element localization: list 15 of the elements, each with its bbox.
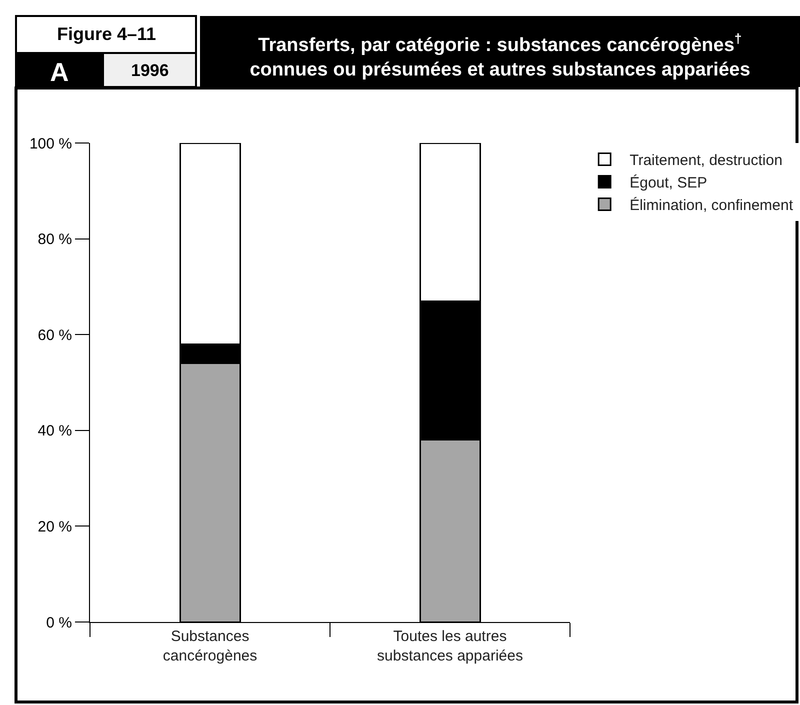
y-tick-label: 80 %	[38, 231, 72, 248]
y-tick-label: 100 %	[29, 135, 72, 152]
y-tick-label: 60 %	[38, 326, 72, 344]
y-tick-label: 40 %	[38, 422, 72, 440]
legend-label: Traitement, destruction	[630, 152, 782, 170]
y-tick-label: 20 %	[38, 518, 72, 536]
x-tick-label: Toutes les autres substances appariées	[377, 628, 523, 664]
legend-label: Élimination, confinement	[630, 196, 794, 214]
text: 1996	[131, 61, 169, 80]
legend-label: Égout, SEP	[630, 174, 708, 192]
caption: Figure 4–11	[57, 24, 156, 44]
y-tick-label: 0 %	[46, 614, 72, 632]
text: A	[50, 57, 69, 87]
x-tick-label: Substances cancérogènes	[162, 628, 258, 664]
chart-title: Transferts, par catégorie : substances cancérogènes$^{†}$ connues ou présumées et autres substances appariées	[250, 31, 750, 81]
